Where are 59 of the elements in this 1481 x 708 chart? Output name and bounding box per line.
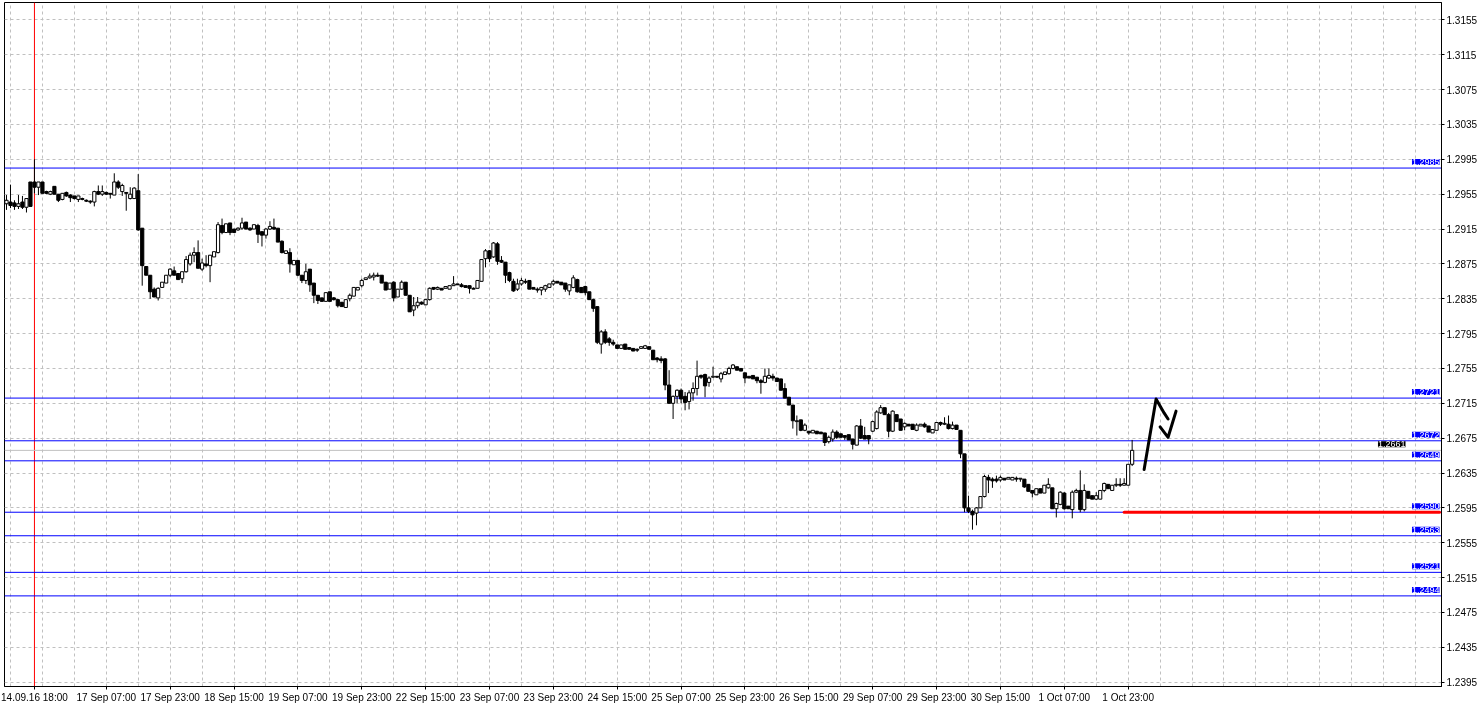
- y-tick-label: 1.2915: [1446, 224, 1478, 236]
- y-tick-label: 1.3155: [1446, 14, 1478, 26]
- x-tick-label: 18 Sep 15:00: [204, 691, 265, 703]
- ref-line-label: 1.2521: [1411, 561, 1440, 572]
- y-tick-label: 1.2795: [1446, 328, 1478, 340]
- candlestick: [307, 268, 312, 293]
- x-tick-label: 25 Sep 07:00: [651, 691, 712, 703]
- x-tick-label: 1 Oct 07:00: [1038, 691, 1091, 703]
- line-series: [1158, 409, 1178, 439]
- x-tick-label: 17 Sep 07:00: [76, 691, 137, 703]
- x-tick-label: 25 Sep 23:00: [715, 691, 776, 703]
- x-tick-label: 17 Sep 23:00: [140, 691, 201, 703]
- x-tick-label: 29 Sep 23:00: [906, 691, 967, 703]
- x-tick-label: 26 Sep 15:00: [779, 691, 840, 703]
- ref-line-label: 1.2672: [1411, 429, 1440, 440]
- candlestick: [196, 239, 201, 269]
- x-tick-label: 19 Sep 23:00: [332, 691, 392, 703]
- y-tick-label: 1.2995: [1446, 154, 1478, 166]
- x-tick-label: 1 Oct 23:00: [1102, 691, 1155, 703]
- y-tick-label: 1.3115: [1446, 49, 1477, 61]
- y-tick-label: 1.2715: [1446, 398, 1478, 410]
- x-tick-label: 23 Sep 23:00: [523, 691, 584, 703]
- y-tick-label: 1.2595: [1446, 502, 1478, 514]
- y-tick-label: 1.2435: [1446, 642, 1478, 654]
- x-tick-label: 19 Sep 07:00: [268, 691, 329, 703]
- x-tick-label: 24 Sep 15:00: [587, 691, 648, 703]
- ref-line-label: 1.2985: [1411, 157, 1440, 168]
- y-tick-label: 1.3035: [1446, 119, 1478, 131]
- y-tick-label: 1.3075: [1446, 84, 1478, 96]
- ref-line-label: 1.2590: [1411, 501, 1440, 512]
- candlestick: [770, 373, 775, 382]
- x-tick-label: 30 Sep 15:00: [970, 691, 1031, 703]
- x-tick-label: 22 Sep 15:00: [395, 691, 456, 703]
- y-tick-label: 1.2475: [1446, 607, 1478, 619]
- y-tick-label: 1.2835: [1446, 293, 1478, 305]
- x-tick-label: 29 Sep 07:00: [842, 691, 903, 703]
- y-tick-label: 1.2395: [1446, 677, 1478, 689]
- y-tick-label: 1.2515: [1446, 572, 1478, 584]
- candlestick: [203, 254, 209, 268]
- ref-line-label: 1.2661: [1377, 439, 1406, 450]
- x-tick-label: 23 Sep 07:00: [459, 691, 520, 703]
- y-tick-label: 1.2675: [1446, 433, 1478, 445]
- y-tick-label: 1.2755: [1446, 363, 1478, 375]
- ref-line-label: 1.2721: [1411, 387, 1440, 398]
- ref-line-label: 1.2494: [1411, 584, 1440, 595]
- candlestick: [766, 367, 771, 380]
- line-series: [1142, 397, 1170, 472]
- candlestick: [207, 254, 213, 283]
- y-tick-label: 1.2875: [1446, 258, 1478, 270]
- y-tick-label: 1.2955: [1446, 189, 1478, 201]
- candlestick: [1078, 469, 1083, 513]
- ref-line-label: 1.2563: [1411, 524, 1440, 535]
- x-tick-label: 14.09.16 18:00: [1, 691, 69, 703]
- candlestick: [854, 424, 859, 446]
- candlestick: [706, 375, 712, 388]
- candlestick: [682, 391, 688, 411]
- y-tick-label: 1.2555: [1446, 537, 1478, 549]
- y-tick-label: 1.2635: [1446, 468, 1478, 480]
- ref-line-label: 1.2649: [1411, 449, 1440, 460]
